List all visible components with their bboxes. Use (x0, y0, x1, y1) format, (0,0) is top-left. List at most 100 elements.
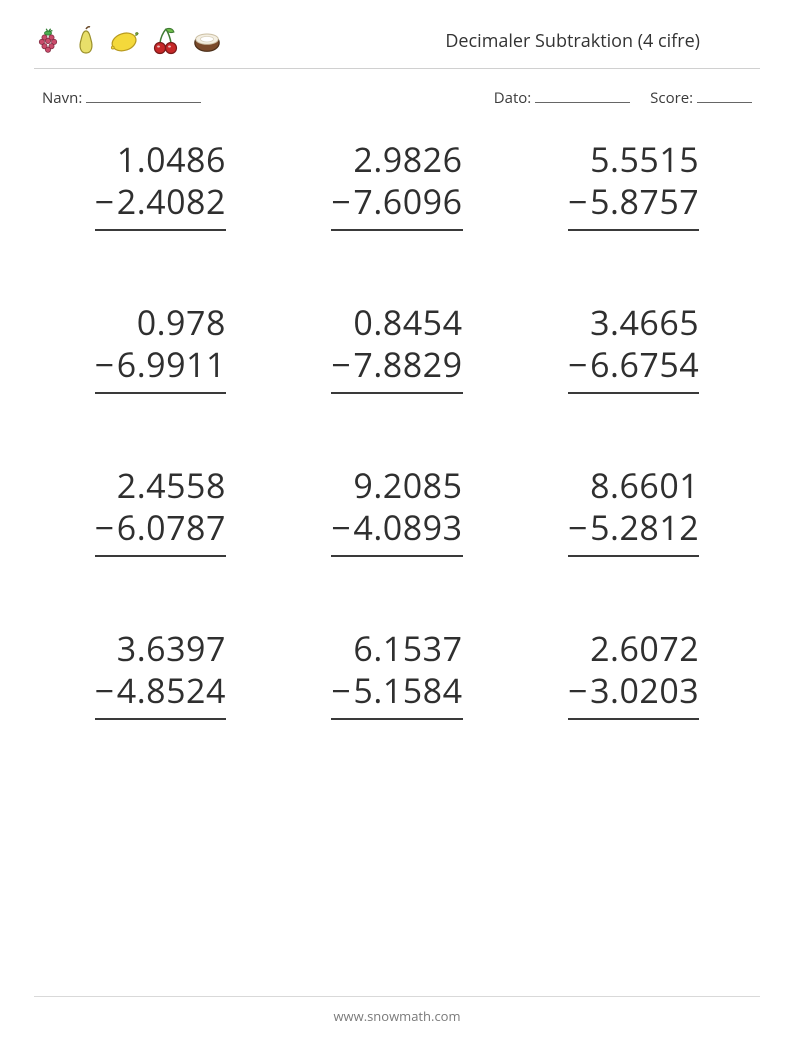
problem: 0.8454−7.8829 (299, 301, 496, 394)
pear-icon (74, 26, 98, 56)
problem: 1.0486−2.4082 (62, 138, 259, 231)
problem: 8.6601−5.2812 (535, 464, 732, 557)
score-label: Score: (650, 88, 693, 108)
problem: 2.9826−7.6096 (299, 138, 496, 231)
spacer (331, 464, 353, 507)
problems-grid: 1.0486−2.40822.9826−7.60965.5515−5.87570… (34, 138, 760, 720)
problem-rule (568, 229, 699, 231)
top-bar: Decimaler Subtraktion (4 cifre) (34, 26, 760, 69)
spacer (95, 138, 117, 181)
operator: − (568, 506, 590, 549)
minuend: 3.4665 (590, 301, 699, 344)
footer: www.snowmath.com (34, 996, 760, 1025)
operator: − (95, 180, 117, 223)
operator: − (95, 669, 117, 712)
score-blank[interactable] (697, 87, 752, 103)
problem: 2.4558−6.0787 (62, 464, 259, 557)
minuend: 6.1537 (353, 627, 462, 670)
minuend: 0.978 (137, 301, 226, 344)
cherries-icon (152, 26, 180, 56)
subtrahend: 3.0203 (590, 669, 699, 712)
problem-rule (568, 718, 699, 720)
spacer (568, 627, 590, 670)
problem-rule (568, 392, 699, 394)
problem-stack: 3.6397−4.8524 (95, 627, 226, 720)
problem: 0.978−6.9911 (62, 301, 259, 394)
problem-rule (331, 555, 462, 557)
problem-stack: 2.4558−6.0787 (95, 464, 226, 557)
name-label: Navn: (42, 88, 82, 108)
problem-stack: 1.0486−2.4082 (95, 138, 226, 231)
spacer (331, 627, 353, 670)
problem-rule (95, 229, 226, 231)
date-field: Dato: (494, 87, 630, 108)
operator: − (568, 180, 590, 223)
operator: − (331, 506, 353, 549)
coconut-icon (192, 28, 222, 54)
subtrahend: 6.9911 (117, 343, 226, 386)
fruit-icons-row (34, 26, 222, 56)
date-label: Dato: (494, 88, 532, 108)
page-title: Decimaler Subtraktion (4 cifre) (445, 29, 760, 53)
operator: − (95, 343, 117, 386)
subtrahend: 6.0787 (117, 506, 226, 549)
problem-stack: 9.2085−4.0893 (331, 464, 462, 557)
minuend: 2.6072 (590, 627, 699, 670)
operator: − (568, 343, 590, 386)
subtrahend: 5.8757 (590, 180, 699, 223)
subtrahend: 4.0893 (353, 506, 462, 549)
problem: 5.5515−5.8757 (535, 138, 732, 231)
minuend: 1.0486 (117, 138, 226, 181)
spacer (568, 301, 590, 344)
spacer (95, 464, 117, 507)
problem-rule (331, 392, 462, 394)
problem-stack: 6.1537−5.1584 (331, 627, 462, 720)
operator: − (331, 343, 353, 386)
subtrahend: 7.6096 (353, 180, 462, 223)
date-blank[interactable] (535, 87, 630, 103)
name-field: Navn: (42, 87, 201, 108)
problem: 9.2085−4.0893 (299, 464, 496, 557)
minuend: 0.8454 (353, 301, 462, 344)
subtrahend: 5.1584 (353, 669, 462, 712)
problem-rule (95, 718, 226, 720)
name-blank[interactable] (86, 87, 201, 103)
problem-rule (95, 392, 226, 394)
footer-text: www.snowmath.com (333, 1007, 460, 1025)
minuend: 2.4558 (117, 464, 226, 507)
subtrahend: 6.6754 (590, 343, 699, 386)
spacer (331, 301, 353, 344)
minuend: 3.6397 (117, 627, 226, 670)
problem-rule (95, 555, 226, 557)
problem: 2.6072−3.0203 (535, 627, 732, 720)
problem-stack: 2.9826−7.6096 (331, 138, 462, 231)
spacer (115, 301, 137, 344)
minuend: 5.5515 (590, 138, 699, 181)
operator: − (95, 506, 117, 549)
meta-row: Navn: Dato: Score: (34, 87, 760, 108)
spacer (568, 464, 590, 507)
subtrahend: 4.8524 (117, 669, 226, 712)
operator: − (331, 669, 353, 712)
subtrahend: 5.2812 (590, 506, 699, 549)
problem-stack: 0.978−6.9911 (95, 301, 226, 394)
problem-stack: 0.8454−7.8829 (331, 301, 462, 394)
minuend: 8.6601 (590, 464, 699, 507)
minuend: 9.2085 (353, 464, 462, 507)
problem-stack: 5.5515−5.8757 (568, 138, 699, 231)
problem-stack: 2.6072−3.0203 (568, 627, 699, 720)
worksheet-page: Decimaler Subtraktion (4 cifre) Navn: Da… (0, 0, 794, 1053)
problem-rule (331, 718, 462, 720)
problem: 3.6397−4.8524 (62, 627, 259, 720)
spacer (331, 138, 353, 181)
lemon-icon (110, 28, 140, 54)
problem-rule (568, 555, 699, 557)
operator: − (331, 180, 353, 223)
score-field: Score: (650, 87, 752, 108)
problem: 6.1537−5.1584 (299, 627, 496, 720)
subtrahend: 7.8829 (353, 343, 462, 386)
spacer (95, 627, 117, 670)
problem-stack: 3.4665−6.6754 (568, 301, 699, 394)
minuend: 2.9826 (353, 138, 462, 181)
problem-rule (331, 229, 462, 231)
